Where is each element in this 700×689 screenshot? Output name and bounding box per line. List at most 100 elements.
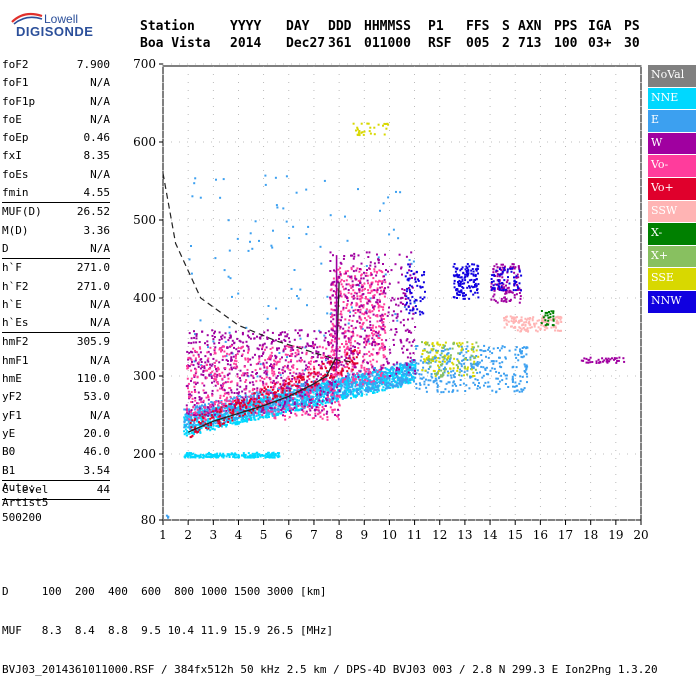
- echo-point: [411, 277, 413, 279]
- echo-point: [512, 366, 514, 368]
- echo-point: [366, 361, 368, 363]
- echo-point: [287, 333, 289, 335]
- echo-point: [184, 421, 186, 423]
- echo-point: [263, 331, 265, 333]
- echo-point: [311, 357, 313, 359]
- echo-point: [339, 271, 341, 273]
- echo-point: [358, 271, 360, 273]
- echo-point: [396, 317, 398, 319]
- echo-point: [213, 378, 215, 380]
- echo-point: [203, 385, 205, 387]
- echo-point: [194, 411, 196, 413]
- echo-point: [244, 357, 246, 359]
- echo-point: [499, 362, 501, 364]
- echo-point: [526, 376, 528, 378]
- echo-point: [369, 327, 371, 329]
- echo-point: [522, 376, 524, 378]
- echo-point: [214, 348, 216, 350]
- echo-point: [516, 346, 518, 348]
- echo-point: [477, 385, 479, 387]
- echo-point: [384, 296, 386, 298]
- echo-point: [354, 395, 356, 397]
- echo-point: [224, 336, 226, 338]
- echo-point: [379, 347, 381, 349]
- echo-point: [193, 330, 195, 332]
- echo-point: [234, 421, 236, 423]
- echo-point: [401, 380, 403, 382]
- echo-point: [280, 334, 282, 336]
- echo-point: [367, 280, 369, 282]
- echo-point: [349, 315, 351, 317]
- echo-point: [276, 409, 278, 411]
- echo-point: [194, 177, 196, 179]
- echo-point: [409, 360, 411, 362]
- echo-point: [366, 383, 368, 385]
- echo-point: [410, 369, 412, 371]
- echo-point: [231, 368, 233, 370]
- echo-point: [318, 400, 320, 402]
- echo-point: [199, 348, 201, 350]
- echo-point: [407, 329, 409, 331]
- echo-point: [211, 329, 213, 331]
- echo-point: [328, 386, 330, 388]
- echo-point: [371, 386, 373, 388]
- echo-point: [498, 357, 500, 359]
- echo-point: [463, 355, 465, 357]
- echo-point: [431, 373, 433, 375]
- echo-point: [233, 347, 235, 349]
- echo-point: [212, 335, 214, 337]
- echo-point: [319, 396, 321, 398]
- echo-point: [191, 453, 193, 455]
- echo-point: [191, 391, 193, 393]
- echo-point: [292, 397, 294, 399]
- echo-point: [412, 372, 414, 374]
- echo-point: [493, 348, 495, 350]
- echo-point: [230, 356, 232, 358]
- echo-point: [296, 192, 298, 194]
- echo-point: [284, 370, 286, 372]
- echo-point: [515, 349, 517, 351]
- echo-point: [381, 318, 383, 320]
- echo-point: [343, 307, 345, 309]
- echo-point: [305, 368, 307, 370]
- echo-point: [242, 332, 244, 334]
- echo-point: [431, 377, 433, 379]
- echo-point: [328, 330, 330, 332]
- echo-point: [486, 373, 488, 375]
- echo-point: [199, 341, 201, 343]
- echo-point: [331, 334, 333, 336]
- echo-point: [206, 340, 208, 342]
- echo-point: [345, 375, 347, 377]
- echo-point: [461, 360, 463, 362]
- echo-point: [222, 415, 224, 417]
- echo-point: [368, 315, 370, 317]
- echo-point: [353, 382, 355, 384]
- echo-point: [229, 334, 231, 336]
- echo-point: [253, 416, 255, 418]
- echo-point: [345, 272, 347, 274]
- echo-point: [380, 290, 382, 292]
- echo-point: [296, 354, 298, 356]
- echo-point: [371, 290, 373, 292]
- echo-point: [272, 332, 274, 334]
- echo-point: [402, 371, 404, 373]
- echo-point: [282, 207, 284, 209]
- echo-point: [379, 293, 381, 295]
- echo-point: [236, 360, 238, 362]
- echo-point: [407, 319, 409, 321]
- echo-point: [250, 338, 252, 340]
- echo-point: [381, 293, 383, 295]
- echo-point: [440, 354, 442, 356]
- echo-point: [231, 392, 233, 394]
- echo-point: [351, 267, 353, 269]
- echo-point: [364, 379, 366, 381]
- echo-point: [256, 387, 258, 389]
- echo-point: [228, 219, 230, 221]
- echo-point: [299, 289, 301, 291]
- echo-point: [295, 373, 297, 375]
- echo-point: [374, 262, 376, 264]
- echo-point: [209, 406, 211, 408]
- echo-point: [423, 383, 425, 385]
- echo-point: [195, 369, 197, 371]
- echo-point: [276, 414, 278, 416]
